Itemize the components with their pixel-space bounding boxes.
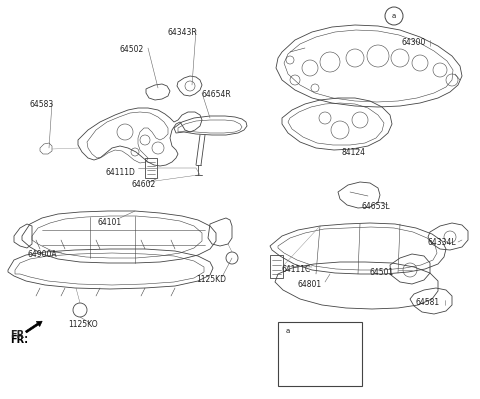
Text: 64111D: 64111D (105, 168, 135, 177)
FancyArrow shape (25, 321, 42, 333)
Text: a: a (392, 13, 396, 19)
Text: 64502: 64502 (120, 45, 144, 54)
Text: FR.: FR. (10, 335, 28, 345)
Text: 86825C: 86825C (292, 338, 321, 347)
Text: 64581: 64581 (415, 298, 439, 307)
Text: 64300: 64300 (402, 38, 426, 47)
Bar (278, 322, 362, 386)
Text: 64101: 64101 (97, 218, 121, 227)
Text: 64801: 64801 (298, 280, 322, 289)
Text: FR.: FR. (10, 330, 28, 340)
Text: 84124: 84124 (342, 148, 366, 157)
Text: 64111C: 64111C (282, 265, 311, 274)
Text: 64602: 64602 (132, 180, 156, 189)
Text: a: a (286, 328, 290, 334)
Text: 64343R: 64343R (168, 28, 198, 37)
Circle shape (318, 357, 322, 361)
Text: 86825C: 86825C (319, 337, 348, 346)
Text: 64653L: 64653L (362, 202, 391, 211)
Text: 64900A: 64900A (27, 250, 57, 259)
Text: 64334L: 64334L (428, 238, 456, 247)
Text: 64583: 64583 (30, 100, 54, 109)
Text: 64501: 64501 (370, 268, 394, 277)
Text: 64654R: 64654R (202, 90, 232, 99)
Text: 1125KD: 1125KD (196, 275, 226, 284)
Circle shape (281, 324, 295, 338)
Text: 1125KO: 1125KO (68, 320, 97, 329)
Circle shape (385, 7, 403, 25)
